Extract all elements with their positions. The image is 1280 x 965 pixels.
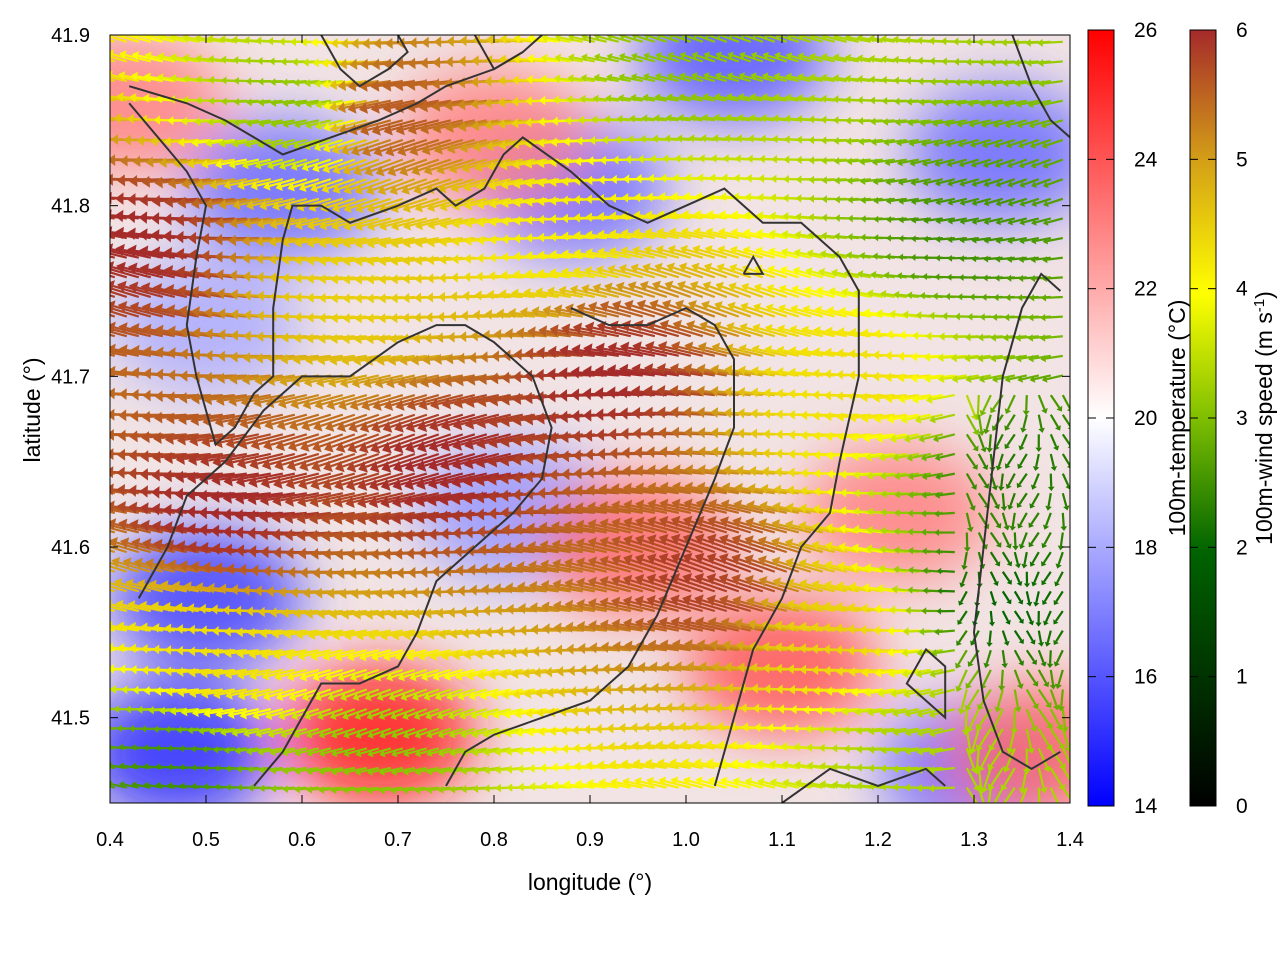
y-tick-label: 41.5 xyxy=(51,708,90,730)
x-tick-label: 0.9 xyxy=(576,829,604,851)
colorbar-tick-label: 3 xyxy=(1236,407,1248,430)
colorbar-tick-label: 6 xyxy=(1236,19,1248,42)
y-tick-label: 41.7 xyxy=(51,366,90,388)
wind-arrow xyxy=(71,342,114,356)
colorbar-tick-label: 24 xyxy=(1134,148,1158,171)
wind-arrow xyxy=(73,132,115,143)
colorbar-tick-label: 14 xyxy=(1134,795,1158,818)
wind-arrow xyxy=(71,153,115,165)
x-tick-label: 1.3 xyxy=(960,829,988,851)
temperature-colorbar: 14 16 18 20 22 24 26 100m-temperature (°C) xyxy=(1088,19,1190,818)
colorbar-tick-label: 20 xyxy=(1134,407,1157,430)
wind-label-superscript: -1 xyxy=(1251,299,1268,312)
colorbar-tick-label: 18 xyxy=(1134,536,1157,559)
wind-arrow xyxy=(69,260,114,278)
plot-area xyxy=(34,0,1136,839)
x-tick-label: 1.4 xyxy=(1056,829,1084,851)
wind-speed-colorbar: 0 1 2 3 4 5 6 100m-wind speed (m s-1) xyxy=(1190,19,1277,818)
wind-arrow xyxy=(76,112,115,123)
wind-arrow xyxy=(71,465,115,477)
wind-arrow xyxy=(71,407,115,419)
y-tick-label: 41.6 xyxy=(51,537,90,559)
wind-arrow xyxy=(71,428,115,440)
wind-arrow xyxy=(71,299,115,317)
temperature-colorbar-label: 100m-temperature (°C) xyxy=(1164,300,1190,537)
x-axis-label: longitude (°) xyxy=(528,869,652,895)
x-tick-label: 0.8 xyxy=(480,829,508,851)
wind-arrow xyxy=(78,90,115,100)
colorbar-tick-label: 0 xyxy=(1236,795,1248,818)
x-tick-label: 1.2 xyxy=(864,829,892,851)
x-tick-label: 1.1 xyxy=(768,829,796,851)
y-axis-label: latitude (°) xyxy=(19,357,45,462)
wind-arrow xyxy=(71,320,115,336)
colorbar-tick-label: 22 xyxy=(1134,278,1157,301)
y-tick-label: 41.9 xyxy=(51,25,90,47)
wind-arrow xyxy=(69,172,115,184)
colorbar-tick-label: 4 xyxy=(1236,278,1248,301)
wind-label-end: ) xyxy=(1251,291,1277,299)
colorbar-tick-label: 2 xyxy=(1236,536,1248,559)
colorbar-tick-label: 26 xyxy=(1134,19,1157,42)
wind-arrow xyxy=(79,577,115,591)
wind-arrow xyxy=(68,225,115,239)
x-tick-label: 0.7 xyxy=(384,829,412,851)
x-tick-label: 0.4 xyxy=(96,829,124,851)
colorbar-tick-label: 5 xyxy=(1236,148,1248,171)
colorbar-tick-label: 1 xyxy=(1236,666,1248,689)
colorbar-tick-label: 16 xyxy=(1134,666,1157,689)
x-tick-label: 0.5 xyxy=(192,829,220,851)
x-tick-label: 0.6 xyxy=(288,829,316,851)
x-tick-label: 1.0 xyxy=(672,829,700,851)
y-tick-label: 41.8 xyxy=(51,196,90,218)
wind-arrow xyxy=(69,242,115,258)
wind-colorbar-label: 100m-wind speed (m s-1) xyxy=(1251,291,1278,545)
wind-arrow xyxy=(71,447,115,459)
wind-arrow xyxy=(71,482,115,494)
wind-arrow xyxy=(72,500,115,513)
wind-label-main: 100m-wind speed (m s xyxy=(1251,312,1277,545)
temperature-patch xyxy=(82,682,272,822)
wind-arrow xyxy=(74,518,115,533)
wind-arrow xyxy=(70,279,114,297)
